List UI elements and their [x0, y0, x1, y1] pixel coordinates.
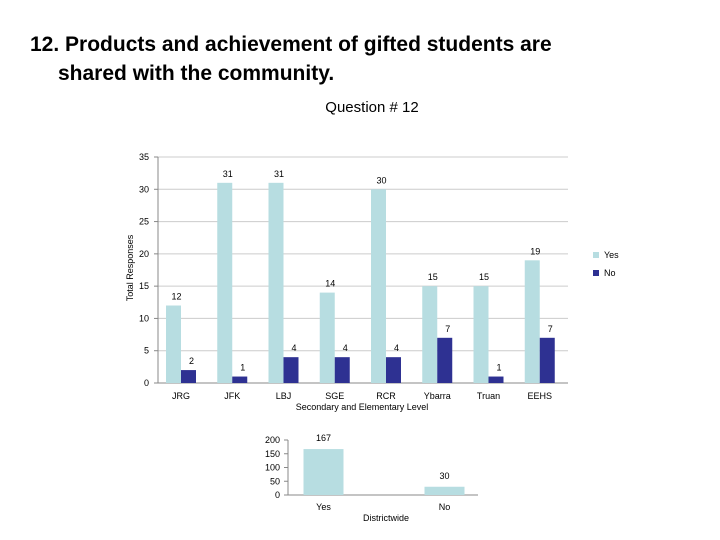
data-label: 167: [316, 433, 331, 443]
y-tick-label: 20: [139, 249, 149, 259]
data-label: 1: [240, 363, 245, 373]
data-label: 7: [548, 324, 553, 334]
legend-swatch-no: [593, 270, 599, 276]
data-label: 31: [274, 169, 284, 179]
y-tick-label: 200: [265, 435, 280, 445]
data-label: 4: [291, 343, 296, 353]
bar-yes-rcr: [371, 189, 386, 383]
data-label: 30: [439, 471, 449, 481]
data-label: 30: [376, 175, 386, 185]
x-tick-label: LBJ: [276, 391, 292, 401]
data-label: 31: [223, 169, 233, 179]
x-tick-label: JFK: [224, 391, 240, 401]
districtwide-x-tick-labels: Yes No: [316, 502, 450, 512]
x-tick-label: No: [439, 502, 451, 512]
y-tick-label: 25: [139, 217, 149, 227]
x-tick-label: Yes: [316, 502, 331, 512]
y-tick-label: 5: [144, 346, 149, 356]
x-tick-label: EEHS: [527, 391, 552, 401]
data-label: 14: [325, 279, 335, 289]
data-label: 12: [171, 292, 181, 302]
districtwide-y-tick-labels: 0 50 100 150 200: [265, 435, 280, 500]
bar-no-truan: [488, 376, 504, 383]
data-label: 2: [189, 356, 194, 366]
bar-yes-eehs: [524, 260, 540, 383]
bar-no-ybarra: [437, 337, 453, 383]
legend-swatch-yes: [593, 252, 599, 258]
districtwide-x-axis-label: Districtwide: [363, 513, 409, 523]
gridlines: [154, 156, 568, 384]
y-axis-label: Total Responses: [125, 234, 135, 301]
bar-no-lbj: [283, 357, 299, 383]
y-tick-label: 35: [139, 152, 149, 162]
y-tick-label: 100: [265, 463, 280, 473]
slide-title-line-2: shared with the community.: [58, 62, 335, 85]
bars: 12 2 31 1 31 4 14 4 30 4 15 7 15 1 19 7: [166, 169, 555, 383]
x-tick-label: Ybarra: [424, 391, 451, 401]
data-label: 1: [496, 363, 501, 373]
data-label: 15: [428, 272, 438, 282]
bar-no-eehs: [539, 337, 555, 383]
slide-title-line-1: 12. Products and achievement of gifted s…: [30, 33, 552, 56]
y-tick-label: 0: [144, 378, 149, 388]
slide-title: 12. Products and achievement of gifted s…: [30, 30, 690, 88]
chart-title: Question # 12: [325, 99, 418, 116]
bar-yes-jrg: [166, 305, 181, 383]
data-label: 15: [479, 272, 489, 282]
bar-yes-lbj: [268, 182, 284, 383]
y-tick-label: 0: [275, 490, 280, 500]
bar-no-sge: [334, 357, 350, 383]
districtwide-bar-yes: [303, 449, 344, 495]
bar-yes-jfk: [217, 182, 233, 383]
legend: Yes No: [593, 250, 619, 278]
y-tick-labels: 0 5 10 15 20 25 30 35: [139, 152, 149, 388]
bar-yes-sge: [319, 292, 335, 383]
bar-no-jfk: [232, 376, 248, 383]
x-tick-label: SGE: [325, 391, 344, 401]
x-tick-labels: JRG JFK LBJ SGE RCR Ybarra Truan EEHS: [172, 391, 552, 401]
districtwide-bars: 167 30: [303, 433, 465, 495]
data-label: 4: [394, 343, 399, 353]
districtwide-bar-no: [424, 486, 465, 495]
x-tick-label: JRG: [172, 391, 190, 401]
data-label: 4: [343, 343, 348, 353]
y-tick-label: 15: [139, 281, 149, 291]
data-label: 7: [445, 324, 450, 334]
x-tick-label: RCR: [376, 391, 396, 401]
bar-yes-ybarra: [422, 286, 438, 383]
y-tick-label: 150: [265, 449, 280, 459]
bar-yes-truan: [473, 286, 489, 383]
legend-label-yes: Yes: [604, 250, 619, 260]
y-tick-label: 10: [139, 313, 149, 323]
y-tick-label: 50: [270, 476, 280, 486]
legend-label-no: No: [604, 268, 616, 278]
x-axis-label: Secondary and Elementary Level: [296, 402, 429, 412]
bar-no-rcr: [386, 357, 401, 383]
y-tick-label: 30: [139, 184, 149, 194]
data-label: 19: [530, 246, 540, 256]
x-tick-label: Truan: [477, 391, 500, 401]
bar-no-jrg: [181, 370, 196, 383]
